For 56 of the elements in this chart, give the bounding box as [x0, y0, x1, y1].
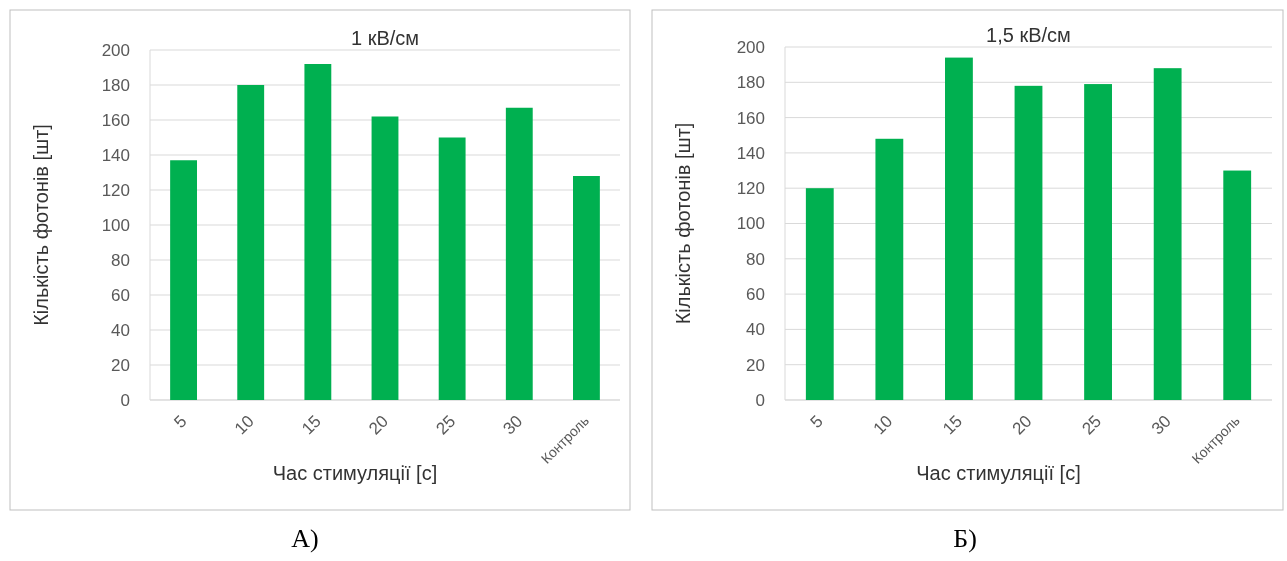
y-tick-label: 60: [746, 285, 765, 305]
y-tick-label: 20: [746, 355, 765, 375]
bar: [875, 138, 904, 400]
y-tick-label: 100: [101, 215, 130, 235]
x-axis-title: Час стимуляції [с]: [916, 462, 1081, 484]
y-tick-label: 40: [111, 320, 130, 340]
x-tick-label: 15: [939, 411, 966, 439]
bar: [573, 176, 600, 400]
y-tick-label: 180: [736, 73, 765, 93]
y-tick-label: 200: [736, 37, 765, 57]
y-tick-label: 40: [746, 320, 765, 340]
bar: [170, 160, 197, 400]
y-tick-label: 160: [736, 108, 765, 128]
y-tick-label: 100: [736, 214, 765, 234]
bar: [1084, 84, 1112, 400]
y-tick-label: 20: [111, 355, 130, 375]
chart-title: 1,5 кВ/см: [986, 24, 1071, 46]
y-tick-label: 0: [755, 390, 765, 410]
text: А): [291, 524, 319, 553]
bar: [505, 107, 533, 400]
x-tick-label: 10: [869, 411, 897, 439]
x-tick-label: 25: [432, 411, 460, 439]
x-tick-label: 5: [170, 411, 191, 432]
bar: [945, 57, 973, 400]
bar: [304, 64, 332, 400]
y-tick-label: 0: [120, 390, 130, 410]
x-tick-label: 10: [230, 411, 258, 439]
bar: [1223, 170, 1252, 400]
y-tick-label: 60: [111, 285, 130, 305]
x-tick-label: 20: [365, 411, 393, 439]
y-axis-title: Кількість фотонів [шт]: [30, 124, 52, 326]
x-tick-label: 30: [1147, 411, 1175, 439]
y-tick-label: 120: [101, 180, 130, 200]
y-tick-label: 120: [736, 179, 765, 199]
x-tick-label: 30: [499, 411, 527, 439]
x-tick-label: 20: [1008, 411, 1036, 439]
x-tick-label: 15: [298, 411, 325, 439]
y-tick-label: 160: [101, 110, 130, 130]
y-tick-label: 140: [736, 143, 765, 163]
y-axis-title: Кількість фотонів [шт]: [672, 122, 694, 325]
text: Б): [953, 524, 977, 553]
bar: [237, 85, 265, 400]
x-tick-label: 25: [1078, 411, 1106, 439]
bar: [371, 116, 399, 400]
x-axis-title: Час стимуляції [с]: [272, 462, 438, 484]
x-tick-label: 5: [806, 411, 827, 432]
bar: [805, 188, 834, 400]
y-tick-label: 80: [746, 249, 765, 269]
y-tick-label: 200: [101, 40, 130, 60]
bar: [438, 137, 466, 400]
y-tick-label: 140: [101, 145, 130, 165]
chart-title: 1 кВ/см: [350, 27, 420, 49]
y-tick-label: 180: [101, 75, 130, 95]
y-tick-label: 80: [111, 250, 130, 270]
bar: [1153, 68, 1182, 400]
bar: [1014, 85, 1043, 400]
